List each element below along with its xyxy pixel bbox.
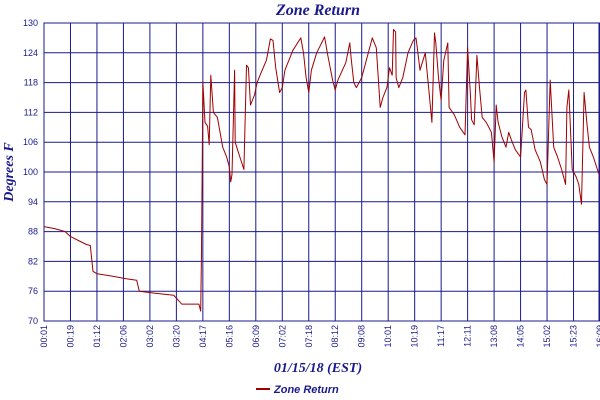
series-line-zone-return (43, 29, 600, 312)
x-tick-label: 13:08 (489, 325, 499, 348)
y-tick-label: 82 (28, 256, 38, 266)
x-tick-label: 07:18 (304, 325, 314, 348)
y-axis-label: Degrees F (2, 142, 17, 203)
x-tick-label: 12:11 (463, 325, 473, 347)
x-tick-label: 05:16 (224, 325, 234, 348)
y-tick-label: 100 (23, 167, 38, 177)
y-tick-label: 76 (28, 286, 38, 296)
x-tick-label: 07:02 (277, 325, 287, 348)
legend: Zone Return (256, 384, 339, 396)
x-tick-labels: 00:01 00:19 01:12 02:06 03:02 03:20 04:17 05:16… (39, 325, 600, 348)
series-layer (43, 29, 600, 312)
x-tick-label: 14:05 (516, 325, 526, 348)
x-tick-label: 00:19 (65, 325, 75, 348)
x-tick-label: 03:20 (171, 325, 181, 348)
chart-title: Zone Return (275, 2, 360, 19)
grid-lines (43, 22, 600, 322)
x-tick-label: 16:09 (595, 325, 600, 348)
x-tick-label: 02:06 (118, 325, 128, 348)
y-tick-label: 88 (28, 227, 38, 237)
x-tick-label: 03:02 (145, 325, 155, 348)
y-tick-labels: 70 76 82 88 94 100 106 112 118 124 130 (23, 18, 38, 326)
x-tick-label: 06:09 (251, 325, 261, 348)
y-tick-label: 106 (23, 137, 38, 147)
x-axis-label: 01/15/18 (EST) (274, 361, 362, 376)
x-tick-label: 09:08 (357, 325, 367, 348)
x-tick-label: 01:12 (92, 325, 102, 348)
y-tick-label: 124 (23, 48, 38, 58)
legend-label-zone-return: Zone Return (273, 384, 339, 396)
x-tick-label: 10:01 (383, 325, 393, 348)
x-tick-label: 00:01 (39, 325, 49, 348)
x-tick-label: 11:17 (436, 325, 446, 347)
x-tick-label: 15:23 (569, 325, 579, 348)
y-tick-label: 94 (28, 197, 38, 207)
y-tick-label: 112 (24, 107, 38, 117)
y-tick-label: 130 (23, 18, 38, 28)
plot-frame (43, 22, 600, 322)
x-tick-label: 10:19 (410, 325, 420, 348)
x-tick-label: 08:12 (330, 325, 340, 348)
x-tick-label: 04:17 (198, 325, 208, 348)
y-tick-label: 118 (24, 78, 38, 88)
x-tick-label: 15:02 (542, 325, 552, 348)
y-tick-label: 70 (28, 316, 38, 326)
